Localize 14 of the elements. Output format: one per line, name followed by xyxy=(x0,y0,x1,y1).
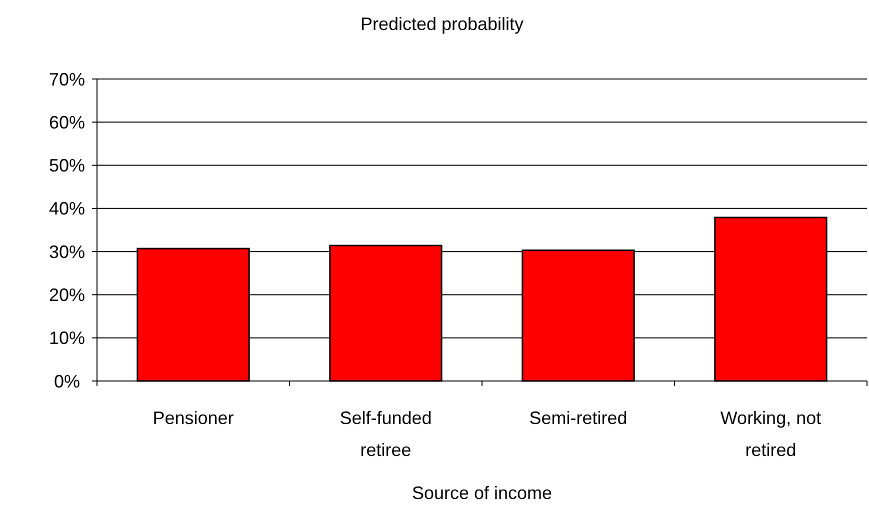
y-tick-label: 0% xyxy=(54,371,80,392)
x-tick-label: Working, not retired xyxy=(720,408,822,460)
y-tick-label: 40% xyxy=(48,198,86,219)
x-tick-label: Self-funded retiree xyxy=(340,408,432,460)
y-tick-label: 70% xyxy=(48,69,86,90)
y-tick-label: 30% xyxy=(48,242,86,262)
x-tick-label: Semi-retired xyxy=(529,408,628,428)
y-tick-label: 10% xyxy=(48,328,86,348)
y-tick-label: 60% xyxy=(48,112,86,132)
x-tick-label: Pensioner xyxy=(152,408,234,428)
x-axis-title: Source of income xyxy=(412,483,552,503)
y-tick-label: 50% xyxy=(48,156,86,176)
y-tick-label: 20% xyxy=(48,285,86,306)
chart-title: Predicted probability xyxy=(360,14,524,34)
